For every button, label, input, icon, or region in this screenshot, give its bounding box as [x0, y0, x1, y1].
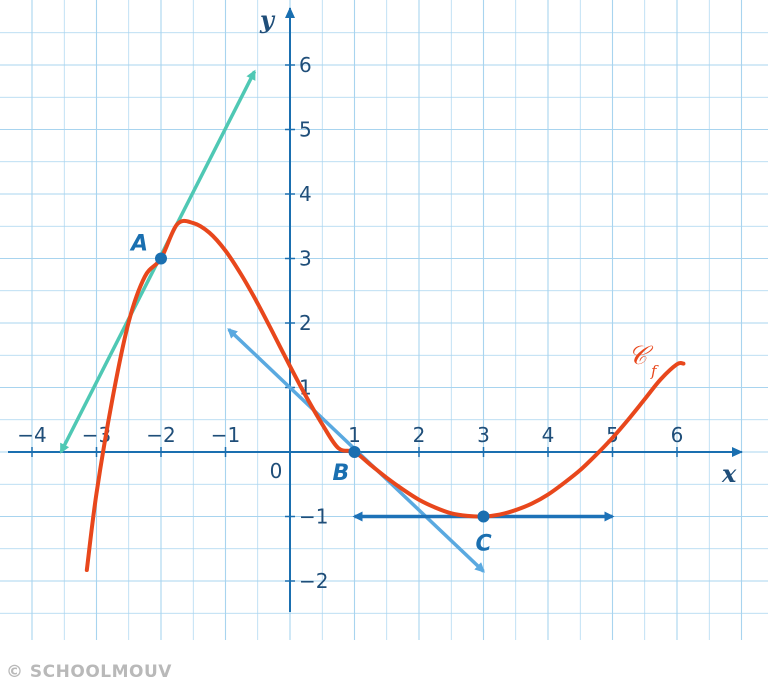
y-tick-label: 2 [299, 311, 312, 335]
point-b [348, 446, 361, 458]
axes [8, 7, 743, 612]
x-tick-label: 3 [477, 423, 490, 447]
y-axis-label: y [259, 5, 276, 34]
x-tick-label: −2 [146, 423, 175, 447]
point-a [155, 252, 167, 265]
watermark: © SCHOOLMOUV [6, 662, 172, 682]
y-tick-label: 3 [299, 247, 312, 271]
y-tick-label: −2 [299, 569, 328, 593]
y-tick-label: 4 [299, 182, 312, 206]
point-label-a: A [129, 232, 148, 257]
grid [0, 0, 768, 640]
tangent-lines [59, 69, 615, 573]
y-tick-label: 6 [299, 53, 312, 77]
x-tick-label: 4 [542, 423, 555, 447]
y-tick-label: −1 [299, 505, 328, 529]
x-tick-label: −4 [17, 423, 46, 447]
point-c [477, 510, 490, 523]
x-tick-label: 6 [671, 423, 684, 447]
x-tick-label: 2 [413, 423, 426, 447]
y-tick-label: 5 [299, 118, 312, 142]
point-label-c: C [476, 532, 492, 557]
curve-name-subscript: f [650, 362, 659, 380]
x-axis-label: x [721, 459, 737, 488]
origin-label: 0 [270, 459, 283, 483]
point-label-b: B [333, 461, 350, 486]
x-tick-label: −1 [211, 423, 240, 447]
curve-cf [84, 218, 686, 573]
points: A B C [129, 232, 492, 557]
